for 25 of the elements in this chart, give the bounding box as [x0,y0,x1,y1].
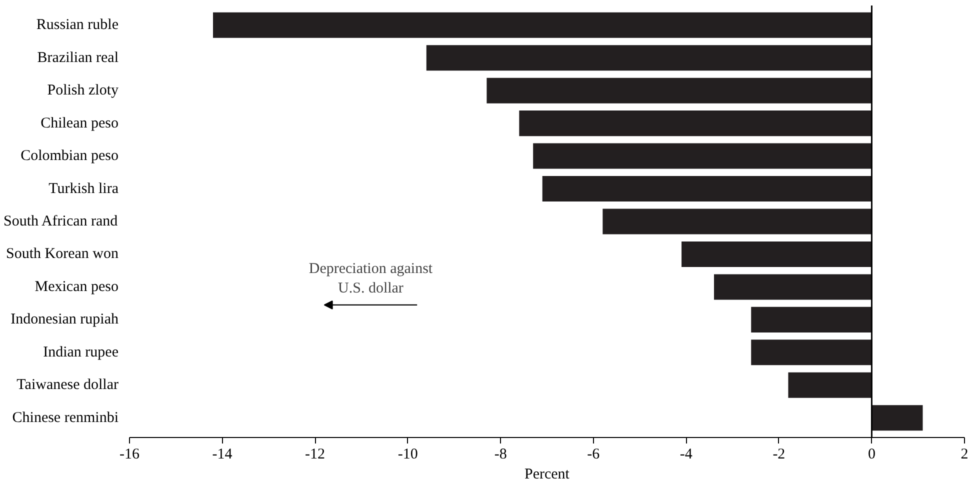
x-tick-label: -8 [494,446,507,462]
x-tick-label: -10 [398,446,418,462]
y-tick-label: Polish zloty [47,82,119,99]
y-tick-label: South African rand [4,214,118,230]
x-tick-label: -16 [120,446,140,462]
y-tick-label: Colombian peso [20,148,119,164]
y-tick-label: Indian rupee [43,344,119,360]
y-tick-label: Chinese renminbi [12,410,119,426]
y-tick-label: Taiwanese dollar [16,377,119,394]
x-tick-label: -2 [772,446,786,462]
y-tick-label: Chilean peso [40,115,119,132]
x-tick-label: -4 [680,446,693,462]
y-tick-label: South Korean won [6,246,119,262]
x-tick-label: 0 [868,446,876,462]
x-tick-label: -6 [587,446,600,462]
x-tick-label: 2 [960,446,968,462]
y-tick-label: Indonesian rupiah [10,312,119,328]
x-tick-label: -12 [305,446,326,462]
annotation: Depreciation against U.S. dollar [308,261,434,296]
x-axis-title: Percent [524,466,570,482]
y-tick-label: Russian ruble [36,17,119,34]
y-tick-label: Brazilian real [37,50,119,66]
y-tick-label: Mexican peso [34,278,119,295]
y-tick-label: Turkish lira [48,180,119,197]
x-tick-label: -14 [212,446,233,462]
